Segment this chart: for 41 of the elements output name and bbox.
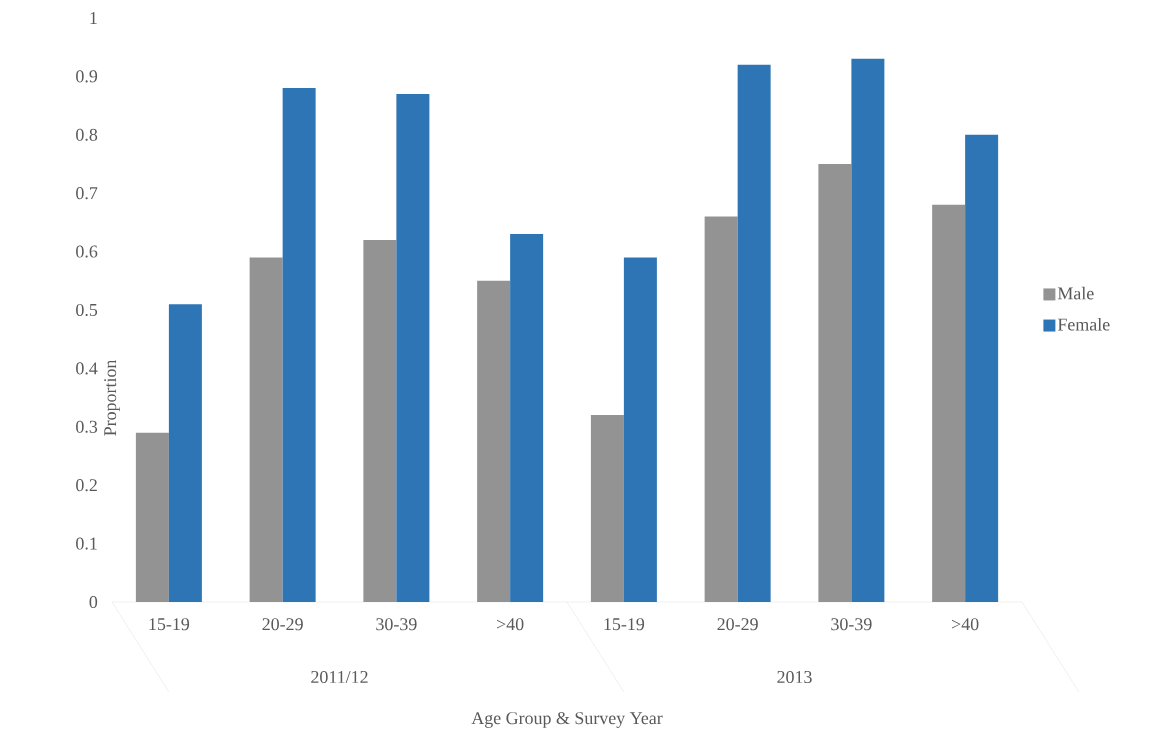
y-tick-label: 1 [90, 12, 97, 24]
x-tick-label: 15-19 [604, 618, 645, 631]
bar [363, 239, 397, 602]
bar [818, 163, 852, 602]
y-tick-label: 0.9 [76, 70, 98, 83]
bar [704, 216, 738, 602]
bar [932, 204, 966, 602]
bar [396, 93, 430, 602]
legend-label: Male [1057, 286, 1094, 300]
legend-label: Female [1057, 317, 1110, 331]
x-tick-label: 20-29 [262, 618, 303, 631]
bar [168, 304, 202, 602]
y-tick-label: 0 [89, 595, 98, 609]
bar [590, 415, 624, 602]
bar [623, 257, 657, 602]
bar [135, 432, 169, 602]
bar [737, 64, 771, 602]
x-tick-label: 20-29 [717, 618, 758, 631]
text: 2013 [777, 670, 812, 684]
bar [851, 58, 885, 602]
y-axis-title: Proportion [104, 359, 120, 436]
x-tick-label: 15-19 [149, 618, 190, 631]
x-tick-label: 30-39 [831, 618, 872, 631]
x-tick-label: 30-39 [376, 618, 417, 631]
bar [249, 257, 283, 602]
bar [282, 88, 316, 602]
bar [510, 234, 544, 602]
text: 2011/12 [311, 670, 368, 684]
y-tick-label: 0.8 [76, 128, 98, 141]
y-tick-label: 0.4 [76, 362, 98, 375]
y-tick-label: 0.5 [76, 303, 98, 317]
bar [965, 134, 999, 602]
y-tick-label: 0.1 [76, 537, 97, 550]
y-tick-label: 0.7 [76, 187, 98, 200]
y-tick-label: 0.2 [76, 479, 97, 492]
bar [477, 280, 511, 602]
x-tick-label: >40 [497, 618, 524, 631]
y-tick-label: 0.6 [76, 245, 98, 258]
x-tick-label: >40 [952, 618, 979, 631]
x-axis-title: Age Group & Survey Year [471, 712, 663, 728]
y-tick-label: 0.3 [76, 420, 98, 433]
